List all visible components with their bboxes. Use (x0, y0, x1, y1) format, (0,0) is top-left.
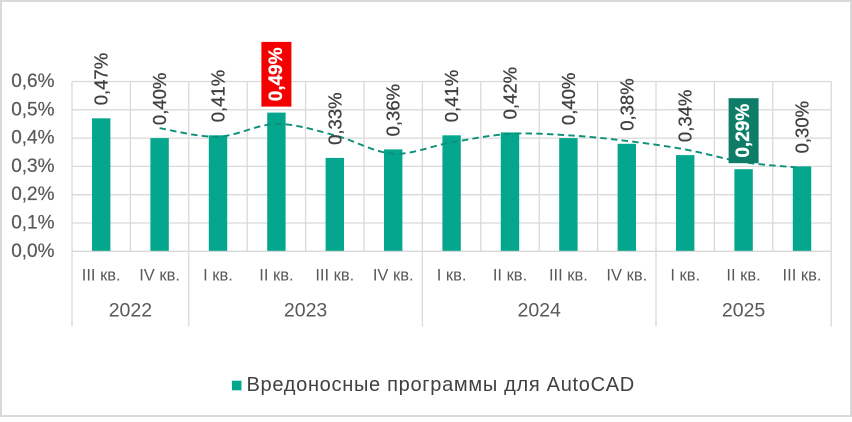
svg-text:0,5%: 0,5% (11, 99, 54, 120)
svg-text:0,2%: 0,2% (11, 184, 54, 205)
svg-text:0,6%: 0,6% (11, 71, 54, 92)
svg-text:0,33%: 0,33% (324, 92, 345, 144)
svg-text:0,38%: 0,38% (616, 78, 637, 130)
svg-text:III кв.: III кв. (549, 267, 588, 285)
svg-text:IV кв.: IV кв. (606, 267, 647, 285)
svg-text:II кв.: II кв. (493, 267, 527, 285)
svg-text:III кв.: III кв. (315, 267, 354, 285)
svg-text:IV кв.: IV кв. (139, 267, 180, 285)
svg-text:0,3%: 0,3% (11, 156, 54, 177)
svg-text:II кв.: II кв. (726, 267, 760, 285)
svg-text:0,41%: 0,41% (208, 70, 229, 122)
svg-text:0,42%: 0,42% (500, 67, 521, 119)
svg-text:0,29%: 0,29% (733, 104, 754, 158)
svg-text:II кв.: II кв. (259, 267, 293, 285)
svg-text:0,36%: 0,36% (383, 84, 404, 136)
svg-text:III кв.: III кв. (783, 267, 822, 285)
svg-text:I кв.: I кв. (437, 267, 467, 285)
svg-text:0,41%: 0,41% (441, 70, 462, 122)
svg-text:0,47%: 0,47% (91, 53, 112, 105)
svg-text:Вредоносные программы для Auto: Вредоносные программы для AutoCAD (247, 374, 635, 396)
svg-text:0,40%: 0,40% (558, 73, 579, 125)
svg-text:0,49%: 0,49% (266, 47, 287, 101)
svg-text:2025: 2025 (722, 300, 766, 322)
svg-text:2022: 2022 (109, 300, 152, 322)
svg-text:IV кв.: IV кв. (373, 267, 414, 285)
svg-text:0,40%: 0,40% (149, 73, 170, 125)
svg-text:III кв.: III кв. (82, 267, 121, 285)
svg-text:0,0%: 0,0% (11, 241, 54, 262)
svg-text:0,34%: 0,34% (675, 90, 696, 142)
svg-text:2024: 2024 (518, 300, 562, 322)
svg-text:2023: 2023 (284, 300, 327, 322)
svg-text:I кв.: I кв. (670, 267, 700, 285)
svg-text:0,30%: 0,30% (792, 101, 813, 153)
svg-text:0,4%: 0,4% (11, 128, 54, 149)
svg-text:0,1%: 0,1% (11, 213, 54, 234)
svg-text:I кв.: I кв. (203, 267, 233, 285)
